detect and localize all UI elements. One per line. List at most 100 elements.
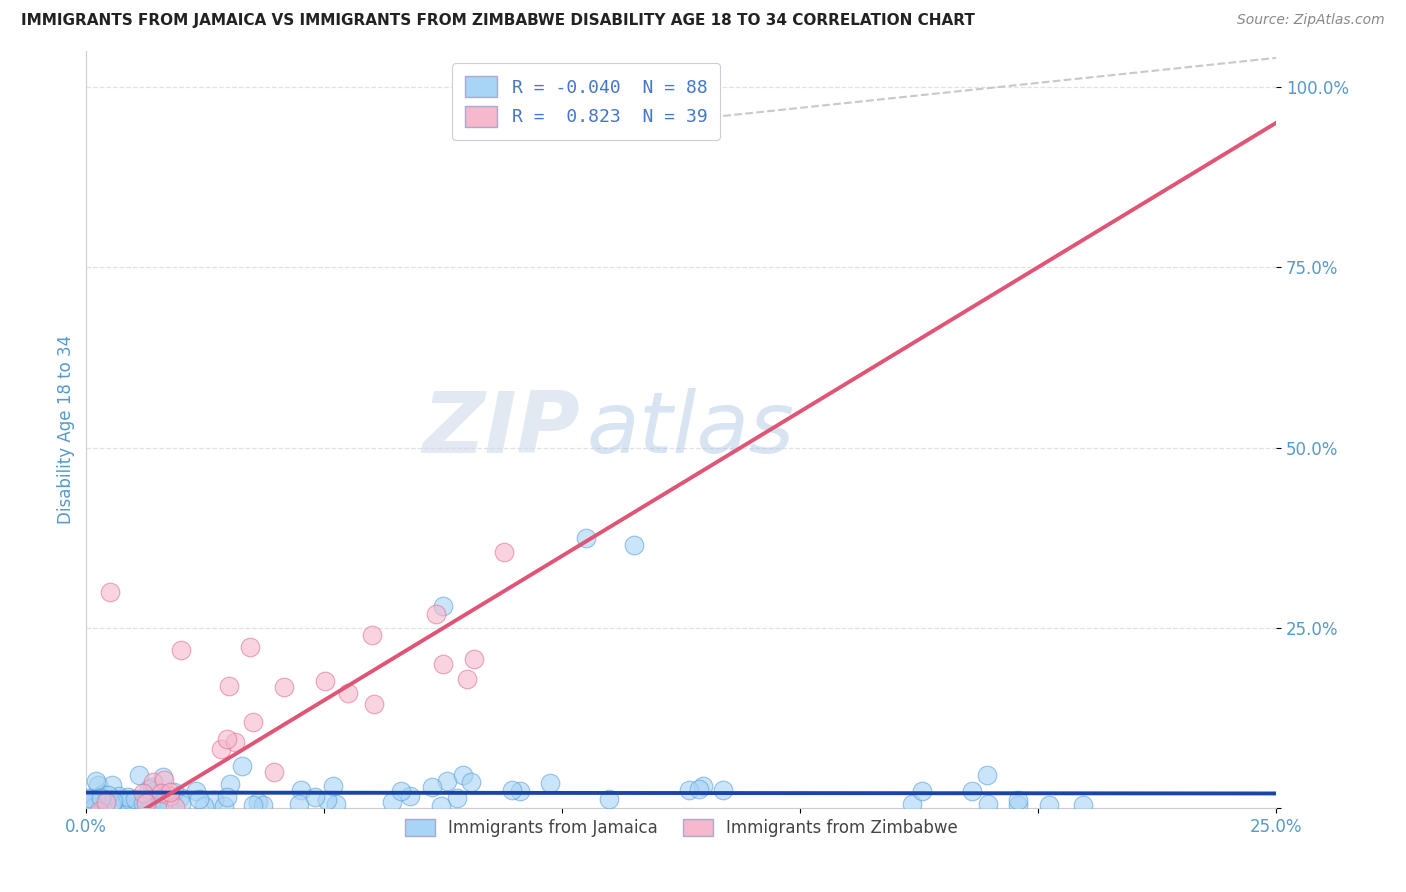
Point <box>960 783 983 797</box>
Point <box>242 714 264 729</box>
Point <box>692 780 714 794</box>
Point <box>141 780 163 795</box>
Point <box>101 794 124 808</box>
Legend: Immigrants from Jamaica, Immigrants from Zimbabwe: Immigrants from Jamaica, Immigrants from… <box>396 811 966 846</box>
Point <box>304 789 326 804</box>
Point <box>432 657 454 672</box>
Point <box>90 790 112 805</box>
Point <box>128 800 150 814</box>
Point <box>381 796 404 810</box>
Point <box>101 778 124 792</box>
Point <box>290 783 312 797</box>
Point <box>108 795 131 809</box>
Point <box>170 797 193 811</box>
Point <box>389 784 412 798</box>
Text: Source: ZipAtlas.com: Source: ZipAtlas.com <box>1237 13 1385 28</box>
Point <box>977 797 1000 811</box>
Point <box>693 102 716 116</box>
Point <box>1007 798 1029 813</box>
Point <box>363 697 385 711</box>
Y-axis label: Disability Age 18 to 34: Disability Age 18 to 34 <box>58 335 75 524</box>
Point <box>598 791 620 805</box>
Point <box>218 679 240 693</box>
Point <box>209 741 232 756</box>
Point <box>360 628 382 642</box>
Point <box>202 793 225 807</box>
Point <box>150 786 173 800</box>
Point <box>142 784 165 798</box>
Point <box>91 801 114 815</box>
Point <box>148 799 170 814</box>
Point <box>76 838 98 852</box>
Point <box>87 778 110 792</box>
Point <box>127 797 149 812</box>
Point <box>165 799 187 814</box>
Point <box>76 838 98 852</box>
Point <box>430 799 453 814</box>
Point <box>142 774 165 789</box>
Point <box>460 775 482 789</box>
Point <box>103 813 125 827</box>
Point <box>224 734 246 748</box>
Point <box>193 798 215 813</box>
Point <box>152 770 174 784</box>
Point <box>501 782 523 797</box>
Point <box>159 789 181 804</box>
Point <box>87 804 110 818</box>
Point <box>100 799 122 814</box>
Point <box>124 792 146 806</box>
Point <box>678 783 700 797</box>
Point <box>90 797 112 811</box>
Point <box>1071 797 1094 812</box>
Point <box>494 545 516 559</box>
Point <box>322 779 344 793</box>
Point <box>84 773 107 788</box>
Point <box>83 838 105 852</box>
Point <box>128 767 150 781</box>
Point <box>173 823 195 838</box>
Point <box>1038 798 1060 813</box>
Point <box>153 772 176 787</box>
Point <box>76 793 98 807</box>
Point <box>118 793 141 807</box>
Point <box>87 790 110 805</box>
Point <box>90 791 112 805</box>
Point <box>93 838 115 852</box>
Point <box>711 783 734 797</box>
Point <box>97 788 120 802</box>
Point <box>436 774 458 789</box>
Point <box>87 838 110 852</box>
Point <box>141 801 163 815</box>
Point <box>911 783 934 797</box>
Point <box>153 795 176 809</box>
Point <box>337 686 360 700</box>
Point <box>287 797 309 811</box>
Point <box>575 531 598 545</box>
Point <box>446 791 468 805</box>
Point <box>139 798 162 813</box>
Point <box>456 672 478 686</box>
Point <box>150 822 173 837</box>
Point <box>263 764 285 779</box>
Point <box>314 674 336 689</box>
Point <box>163 785 186 799</box>
Text: atlas: atlas <box>586 388 794 471</box>
Point <box>100 800 122 814</box>
Point <box>1007 792 1029 806</box>
Point <box>157 796 180 810</box>
Point <box>184 783 207 797</box>
Point <box>420 780 443 794</box>
Point <box>79 795 101 809</box>
Point <box>98 585 121 599</box>
Point <box>246 795 269 809</box>
Point <box>188 792 211 806</box>
Point <box>242 797 264 812</box>
Point <box>117 789 139 804</box>
Point <box>252 797 274 812</box>
Point <box>138 782 160 797</box>
Point <box>399 789 422 804</box>
Point <box>101 797 124 812</box>
Point <box>432 599 454 614</box>
Point <box>142 791 165 805</box>
Point <box>108 789 131 803</box>
